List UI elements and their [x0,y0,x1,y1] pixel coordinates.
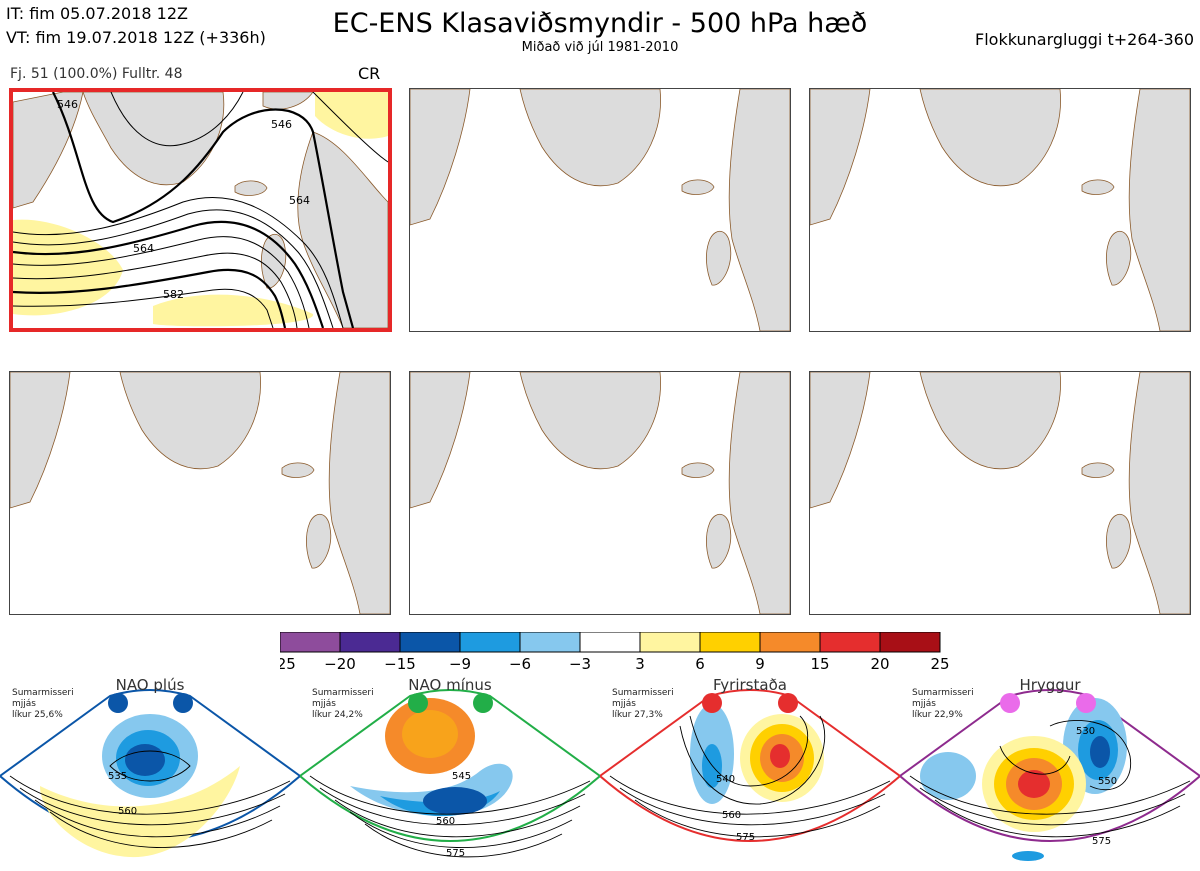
contour-546 [52,92,355,328]
contour-label: 540 [716,774,735,785]
regime-title: Hryggur [1019,676,1081,694]
land-masses [410,89,790,331]
cluster-map-panel-2[interactable] [409,88,791,332]
land-masses [410,372,790,614]
colorbar-tick-label: −3 [569,655,591,672]
regime-note: Sumarmisseri mjjás líkur 25,6% [12,688,74,720]
colorbar-tick-label: 25 [930,655,949,672]
cluster-map-panel-4[interactable] [9,371,391,615]
colorbar-box [819,632,881,653]
regime-nao-minus[interactable]: 545 560 575 NAO mínus Sumarmisseri mjjás l… [300,676,600,871]
contour-label: 546 [57,98,78,111]
colorbar-box [519,632,581,653]
colorbar-box [280,632,341,653]
contour-label: 535 [108,771,127,782]
regime-fyrirstada[interactable]: 540 560 575 Fyrirstaða Sumarmisseri mjjás… [600,676,900,871]
colorbar-tick-label: 20 [870,655,889,672]
regime-note: Sumarmisseri mjjás líkur 22,9% [912,688,974,720]
regime-dot-right [778,693,798,713]
contour-lines [13,92,388,328]
colorbar-tick-label: −15 [384,655,416,672]
regime-dot-left [408,693,428,713]
contour-582 [13,268,287,328]
regime-dot-left [1000,693,1020,713]
contour-label: 530 [1076,726,1095,737]
cluster-label: CR [358,64,381,83]
positive-anomaly-northeast [315,92,388,139]
valid-time-label: VT: fim 19.07.2018 12Z (+336h) [6,28,266,47]
contour-label: 546 [271,118,292,131]
cluster-members-text: Fj. 51 (100.0%) Fulltr. 48 [10,66,183,82]
regime-dot-right [1076,693,1096,713]
colorbar-box [459,632,521,653]
colorbar-box [699,632,761,653]
initial-time-label: IT: fim 05.07.2018 12Z [6,4,188,23]
colorbar-tick-label: −6 [509,655,531,672]
chart-subtitle: Miðað við júl 1981-2010 [521,40,679,55]
contour-564 [13,220,325,328]
colorbar-ticks: −25 −20 −15 −9 −6 −3 3 6 9 15 20 25 [280,655,950,672]
contour-label: 560 [436,816,455,827]
regime-dot-left [702,693,722,713]
land-masses [810,89,1190,331]
chart-title: EC-ENS Klasaviðsmyndir - 500 hPa hæð [332,8,868,39]
cluster-map-panel-3[interactable] [809,88,1191,332]
colorbar-box [879,632,941,653]
contour-label: 560 [722,810,741,821]
colorbar-box [579,632,641,653]
greenland-land [82,92,225,186]
colorbar-box [639,632,701,653]
contour-label: 564 [289,194,310,207]
colorbar-tick-label: 3 [635,655,645,672]
land-masses [810,372,1190,614]
anomaly-shading [13,92,388,327]
regime-title: NAO mínus [408,676,492,694]
svalbard-land [262,92,314,110]
contour-label: 564 [133,242,154,255]
colorbar-box [339,632,401,653]
regime-dot-right [473,693,493,713]
colorbar-box [399,632,461,653]
colorbar-box [759,632,821,653]
positive-anomaly-west [13,219,123,316]
colorbar-tick-label: −9 [449,655,471,672]
cluster-map-panel-5[interactable] [409,371,791,615]
contour-label: 575 [1092,836,1111,847]
contour-labels: 546 564 582 546 564 [57,98,310,301]
colorbar-tick-label: −25 [280,655,296,672]
land-masses [10,372,390,614]
british-isles-land [261,234,287,289]
regime-dot-left [108,693,128,713]
positive-anomaly-south [153,294,314,327]
iceland-land [234,180,268,196]
classification-window-label: Flokkunargluggi t+264-360 [975,30,1194,49]
colorbar-tick-label: −20 [324,655,356,672]
colorbar-boxes [280,632,941,653]
regime-dot-right [173,693,193,713]
contour-label: 545 [452,771,471,782]
regime-title: Fyrirstaða [713,676,787,694]
regime-nao-plus[interactable]: 535 560 NAO plús Sumarmisseri mjjás líkur … [0,676,300,871]
contour-label: 575 [446,848,465,859]
anomaly-colorbar: −25 −20 −15 −9 −6 −3 3 6 9 15 20 25 [280,632,950,672]
colorbar-tick-label: 9 [755,655,765,672]
regime-title: NAO plús [115,676,185,694]
colorbar-tick-label: 15 [810,655,829,672]
contour-label: 582 [163,288,184,301]
scandinavia-land [297,131,388,328]
regime-note: Sumarmisseri mjjás líkur 24,2% [312,688,374,720]
colorbar-tick-label: 6 [695,655,705,672]
cluster-map-panel-1[interactable]: 546 564 582 546 564 [9,88,392,332]
cluster-map-panel-6[interactable] [809,371,1191,615]
regime-hryggur[interactable]: 530 550 575 Hryggur Sumarmisseri mjjás lík… [900,676,1200,871]
contour-label: 550 [1098,776,1117,787]
contour-label: 560 [118,806,137,817]
regime-note: Sumarmisseri mjjás líkur 27,3% [612,688,674,720]
contour-label: 575 [736,832,755,843]
